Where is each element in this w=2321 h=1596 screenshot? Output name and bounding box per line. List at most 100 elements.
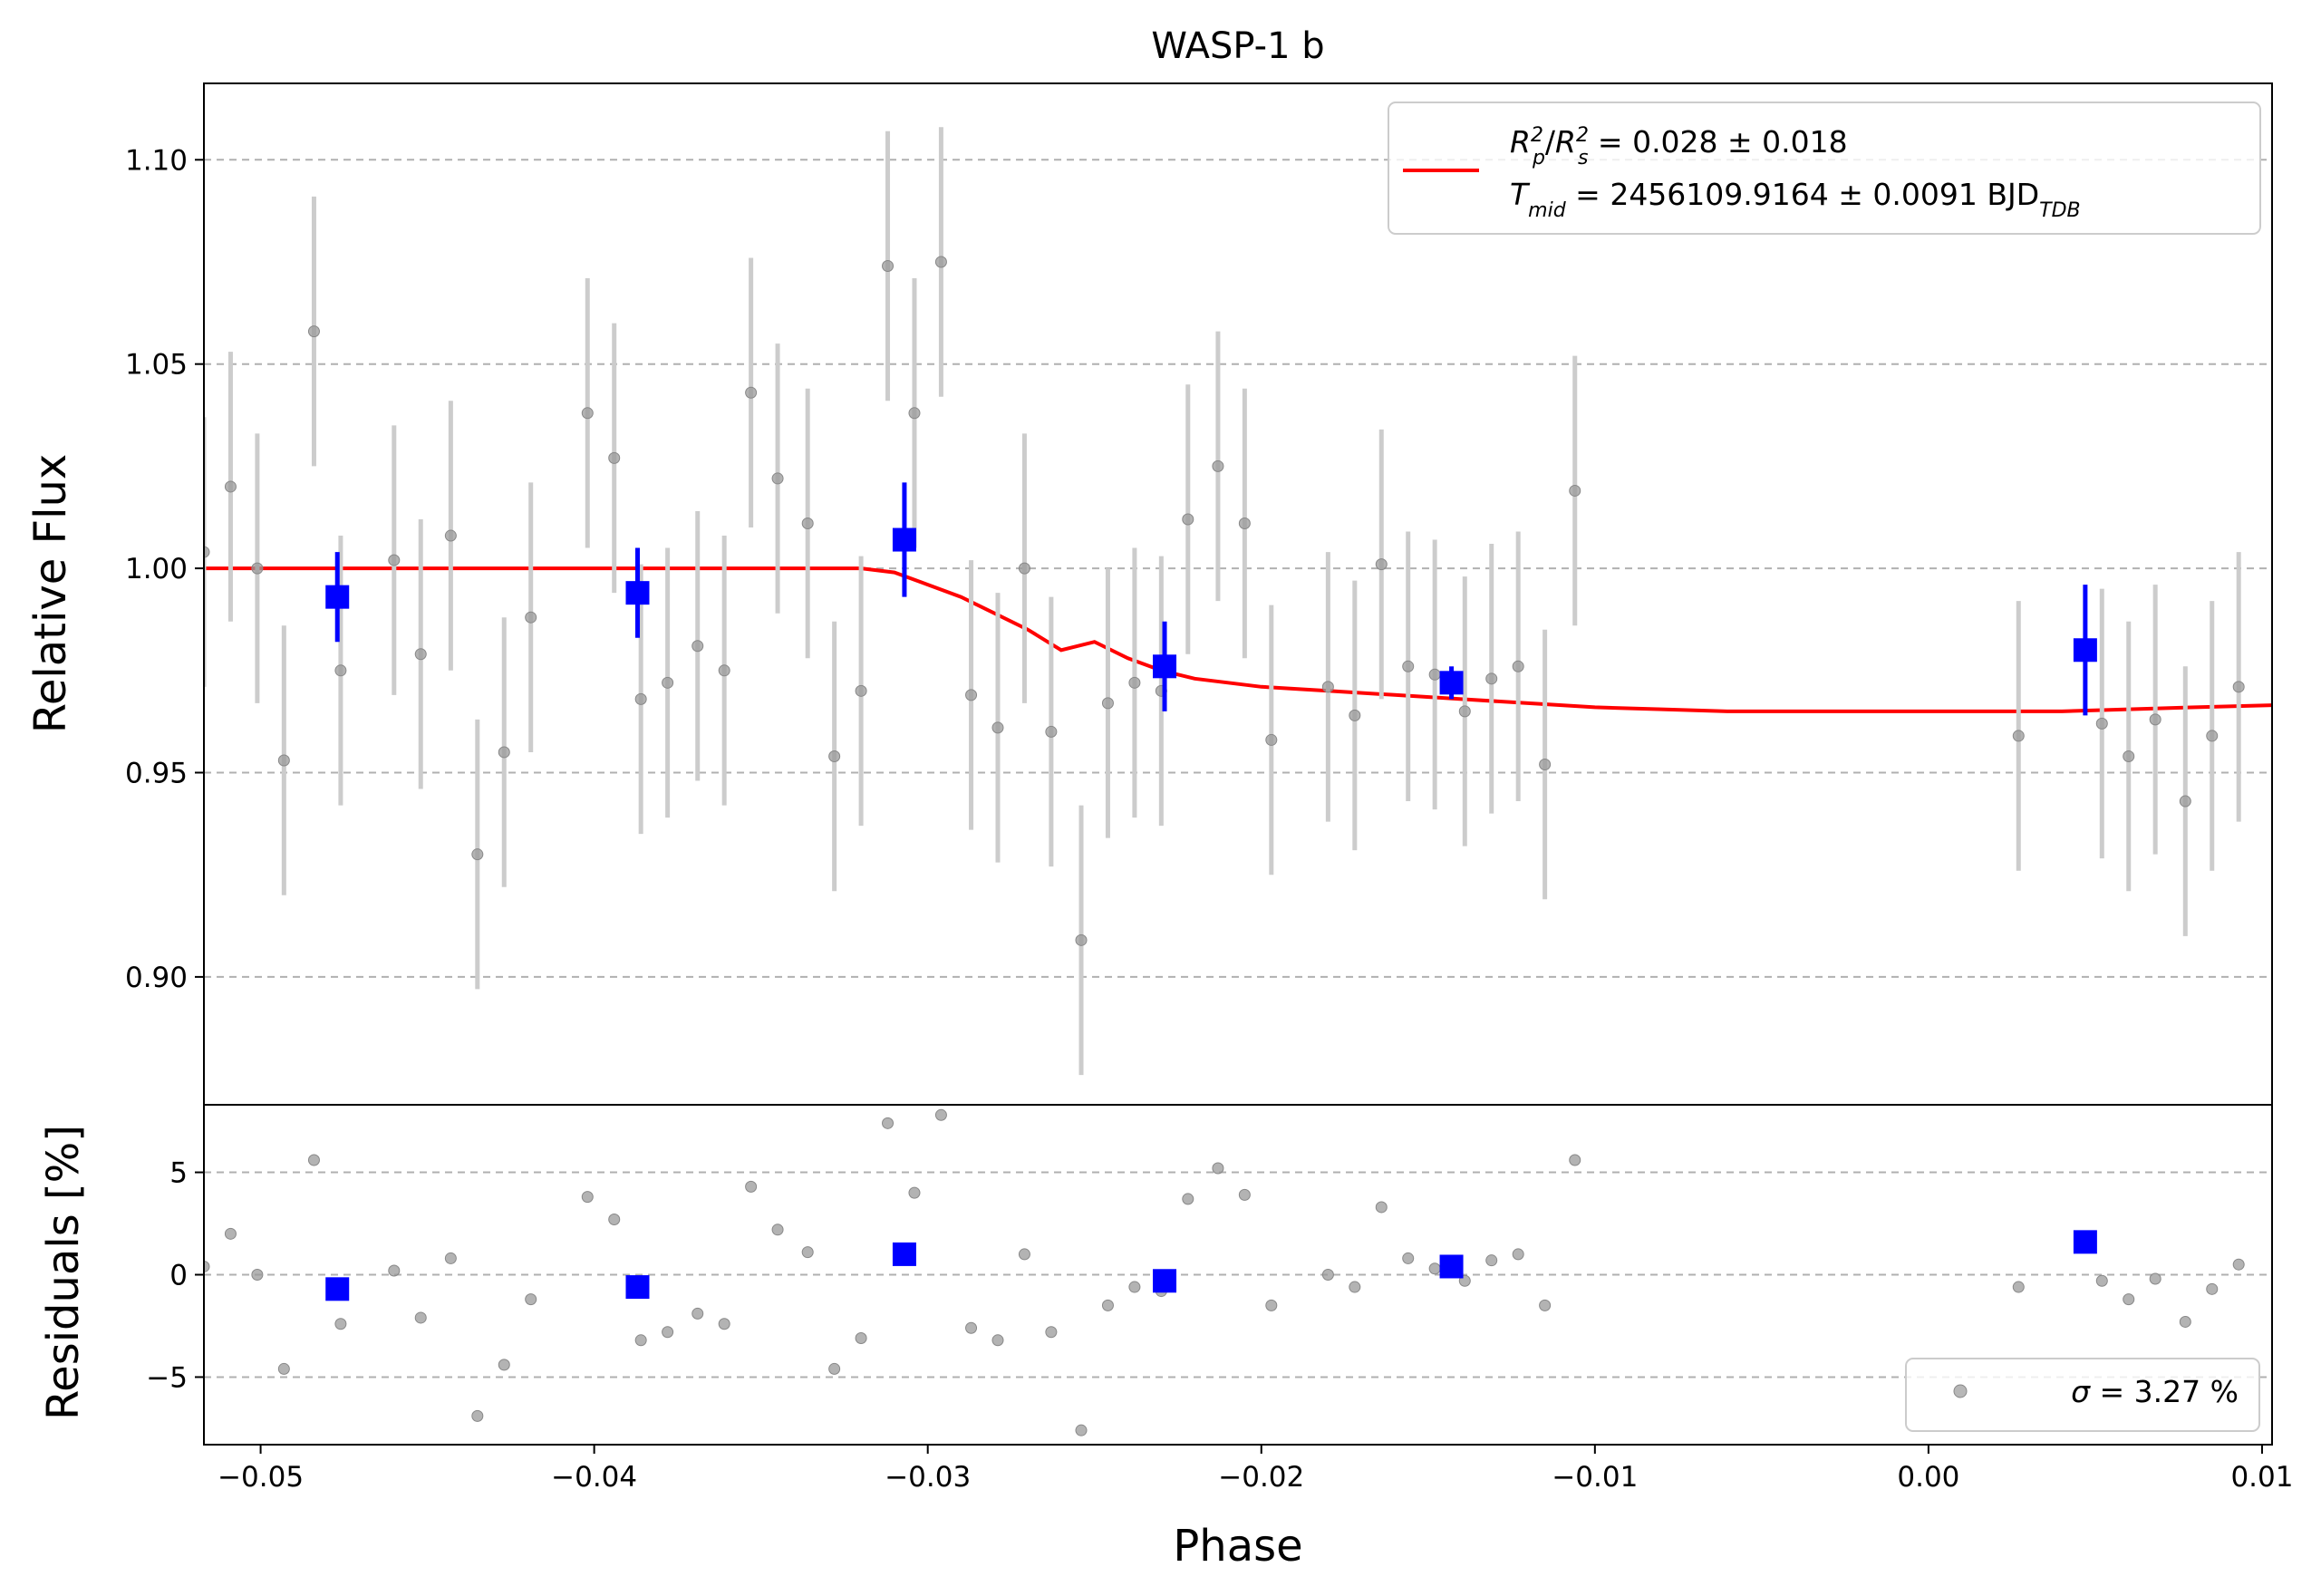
raw-point bbox=[525, 611, 537, 624]
x-tick-label: 0.01 bbox=[2230, 1461, 2293, 1494]
raw-residual-point bbox=[1238, 1188, 1251, 1201]
bottom-y-tick-label: 0 bbox=[169, 1260, 188, 1292]
raw-point bbox=[2012, 730, 2025, 742]
legend-tmid-base: T bbox=[1510, 177, 1531, 212]
raw-residual-point bbox=[2206, 1282, 2219, 1295]
raw-residual-point bbox=[1045, 1326, 1058, 1339]
raw-residual-points bbox=[204, 0, 2271, 1436]
raw-point bbox=[991, 721, 1004, 734]
raw-residual-point bbox=[2149, 1272, 2161, 1285]
raw-point bbox=[1402, 660, 1415, 672]
binned-residual-point bbox=[892, 1242, 916, 1266]
raw-residual-point bbox=[204, 1260, 210, 1272]
raw-residual-point bbox=[307, 1154, 320, 1166]
raw-residual-point bbox=[444, 1252, 457, 1264]
raw-point bbox=[745, 386, 758, 399]
raw-point bbox=[2179, 795, 2191, 808]
raw-point bbox=[471, 848, 484, 861]
legend-sigma-text: σ = 3.27 % bbox=[2071, 1374, 2239, 1409]
bottom-legend: σ = 3.27 % bbox=[1905, 1358, 2260, 1432]
raw-residual-point bbox=[1569, 1154, 1581, 1166]
raw-point bbox=[2232, 681, 2245, 693]
legend-rs-sup: 2 bbox=[1576, 124, 1589, 147]
raw-residual-point bbox=[1018, 1248, 1030, 1261]
raw-point bbox=[634, 692, 647, 705]
binned-residual-points bbox=[325, 1230, 2097, 1301]
raw-residual-point bbox=[1375, 1201, 1388, 1214]
raw-residual-point bbox=[745, 1180, 758, 1193]
raw-residual-point bbox=[608, 1214, 621, 1226]
raw-residual-point bbox=[2123, 1293, 2135, 1306]
raw-point bbox=[2123, 750, 2135, 762]
raw-point bbox=[1458, 705, 1471, 718]
binned-residual-point bbox=[325, 1277, 350, 1301]
top-y-tick-label: 1.10 bbox=[125, 144, 188, 177]
raw-point bbox=[1212, 459, 1224, 472]
raw-point bbox=[1128, 676, 1141, 689]
raw-point bbox=[908, 407, 921, 420]
x-tick-label: 0.00 bbox=[1897, 1461, 1959, 1494]
raw-point bbox=[882, 260, 895, 273]
raw-residual-point bbox=[934, 1108, 947, 1121]
bottom-y-ticks: −5 0 5 bbox=[146, 1157, 204, 1394]
raw-residual-point bbox=[277, 1362, 290, 1375]
raw-point bbox=[965, 689, 978, 701]
bottom-legend-box bbox=[1905, 1358, 2260, 1432]
raw-point bbox=[307, 325, 320, 338]
raw-flux-points bbox=[204, 0, 2271, 1076]
raw-point bbox=[2095, 717, 2108, 730]
raw-residual-point bbox=[2232, 1258, 2245, 1271]
raw-residual-point bbox=[1539, 1299, 1552, 1311]
top-panel-frame bbox=[203, 82, 2273, 1106]
raw-point bbox=[691, 640, 704, 653]
raw-point bbox=[1569, 484, 1581, 497]
raw-residual-point bbox=[581, 1191, 594, 1204]
binned-residual-point bbox=[625, 1275, 650, 1300]
model-line bbox=[204, 566, 2272, 713]
x-tick-label: −0.04 bbox=[551, 1461, 637, 1494]
raw-point bbox=[718, 664, 730, 677]
bottom-y-tick-label: −5 bbox=[146, 1361, 188, 1394]
raw-point bbox=[2260, 0, 2271, 5]
x-tick-label: −0.02 bbox=[1218, 1461, 1304, 1494]
raw-point bbox=[581, 407, 594, 420]
raw-residual-point bbox=[1321, 1269, 1334, 1281]
binned-point bbox=[2073, 638, 2097, 663]
binned-point bbox=[325, 585, 350, 609]
raw-point bbox=[1182, 513, 1194, 526]
x-tick-label: −0.05 bbox=[218, 1461, 304, 1494]
bottom-panel: −5 0 5 −0.05 −0.04 −0.03 −0.02 −0.01 0.00 0.01 R… bbox=[38, 0, 2293, 1572]
raw-residual-point bbox=[224, 1227, 237, 1240]
legend-rs-sub: s bbox=[1578, 147, 1588, 169]
legend-rp-base: R bbox=[1510, 124, 1531, 160]
raw-point bbox=[828, 750, 841, 762]
raw-point bbox=[1045, 725, 1058, 738]
top-y-tick-label: 1.05 bbox=[125, 349, 188, 382]
top-panel: 0.900.951.001.051.10 Relative Flux R2 p/R… bbox=[25, 0, 2273, 1106]
legend-tmid-value: = 2456109.9164 ± 0.0091 BJD bbox=[1566, 177, 2039, 212]
raw-residual-point bbox=[334, 1318, 347, 1330]
legend-rp-value: = 0.028 ± 0.018 bbox=[1588, 124, 1847, 160]
raw-point bbox=[1238, 517, 1251, 530]
top-legend-box bbox=[1388, 102, 2261, 235]
raw-residual-point bbox=[471, 1409, 484, 1422]
top-y-ticks: 0.90 0.95 1.00 1.05 1.10 bbox=[125, 144, 204, 994]
top-legend: R2 p/R2 s = 0.028 ± 0.018 Tmid = 2456109.9… bbox=[1388, 102, 2261, 235]
x-ticks: −0.05 −0.04 −0.03 −0.02 −0.01 0.00 0.01 bbox=[218, 1445, 2293, 1494]
raw-residual-point bbox=[662, 1326, 674, 1339]
raw-residual-point bbox=[882, 1117, 895, 1129]
raw-residual-point bbox=[691, 1307, 704, 1320]
raw-residual-point bbox=[2179, 1315, 2191, 1328]
raw-point bbox=[1349, 709, 1361, 721]
raw-residual-point bbox=[525, 1293, 537, 1306]
raw-residual-point bbox=[2260, 0, 2271, 5]
chart-title: WASP-1 b bbox=[1151, 25, 1324, 67]
raw-residual-point bbox=[388, 1264, 401, 1277]
x-tick-label: −0.01 bbox=[1552, 1461, 1638, 1494]
raw-point bbox=[277, 754, 290, 767]
transit-model-line bbox=[204, 566, 2272, 713]
top-y-tick-label: 0.95 bbox=[125, 757, 188, 789]
raw-point bbox=[801, 517, 814, 530]
raw-residual-point bbox=[771, 1224, 784, 1236]
